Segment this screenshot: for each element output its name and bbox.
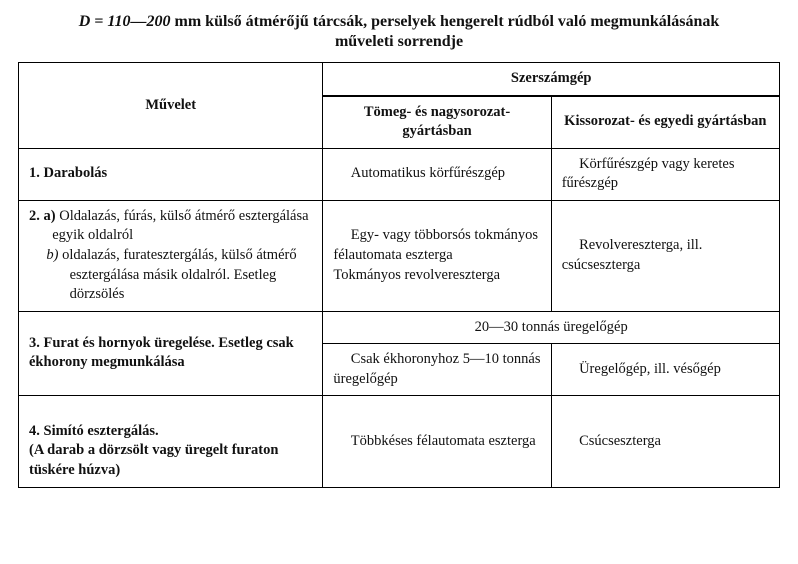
- op2b-label: b): [46, 247, 58, 263]
- op2b: oldalazás, furatesztergálás, külső átmér…: [59, 247, 297, 302]
- op2a: Oldalazás, fúrás, külső átmérő esztergál…: [52, 208, 308, 244]
- op2-small: Revolvereszterga, ill. csúcseszterga: [551, 200, 779, 311]
- op1: 1. Darabolás: [29, 165, 107, 181]
- op2a-label: 2. a): [29, 208, 56, 224]
- title-prefix: D = 110—200: [79, 13, 171, 30]
- op2-mass: Egy- vagy többorsós tokmányos félautomat…: [323, 200, 551, 311]
- title-line2: műveleti sorrendje: [335, 33, 463, 50]
- op1-small: Körfűrészgép vagy keretes fűrészgép: [551, 148, 779, 200]
- op3-mass: Csak ékhoronyhoz 5—10 tonnás üregelőgép: [323, 344, 551, 396]
- op3-small: Üregelőgép, ill. vésőgép: [551, 344, 779, 396]
- op4-mass: Többkéses félautomata eszterga: [323, 396, 551, 487]
- op4: 4. Simító esztergálás. (A darab a dörzsö…: [29, 423, 278, 478]
- header-small: Kissorozat- és egyedi gyártásban: [551, 96, 779, 149]
- header-operation: Művelet: [19, 63, 323, 149]
- document-title: D = 110—200 mm külső átmérőjű tárcsák, p…: [18, 12, 780, 52]
- op3: 3. Furat és hornyok üregelése. Esetleg c…: [29, 335, 294, 371]
- table-row: 1. Darabolás Automatikus körfűrészgép Kö…: [19, 148, 780, 200]
- op1-mass: Automatikus körfűrészgép: [323, 148, 551, 200]
- table-row: 4. Simító esztergálás. (A darab a dörzsö…: [19, 396, 780, 487]
- table-row: 3. Furat és hornyok üregelése. Esetleg c…: [19, 311, 780, 344]
- title-line1: mm külső átmérőjű tárcsák, perselyek hen…: [171, 13, 720, 30]
- header-mass: Tömeg- és nagysorozat-gyártásban: [323, 96, 551, 149]
- op3-span: 20—30 tonnás üregelőgép: [323, 311, 780, 344]
- header-tool: Szerszámgép: [323, 63, 780, 96]
- table-row: 2. a) Oldalazás, fúrás, külső átmérő esz…: [19, 200, 780, 311]
- op4-small: Csúcseszterga: [551, 396, 779, 487]
- process-table: Művelet Szerszámgép Tömeg- és nagysoroza…: [18, 62, 780, 488]
